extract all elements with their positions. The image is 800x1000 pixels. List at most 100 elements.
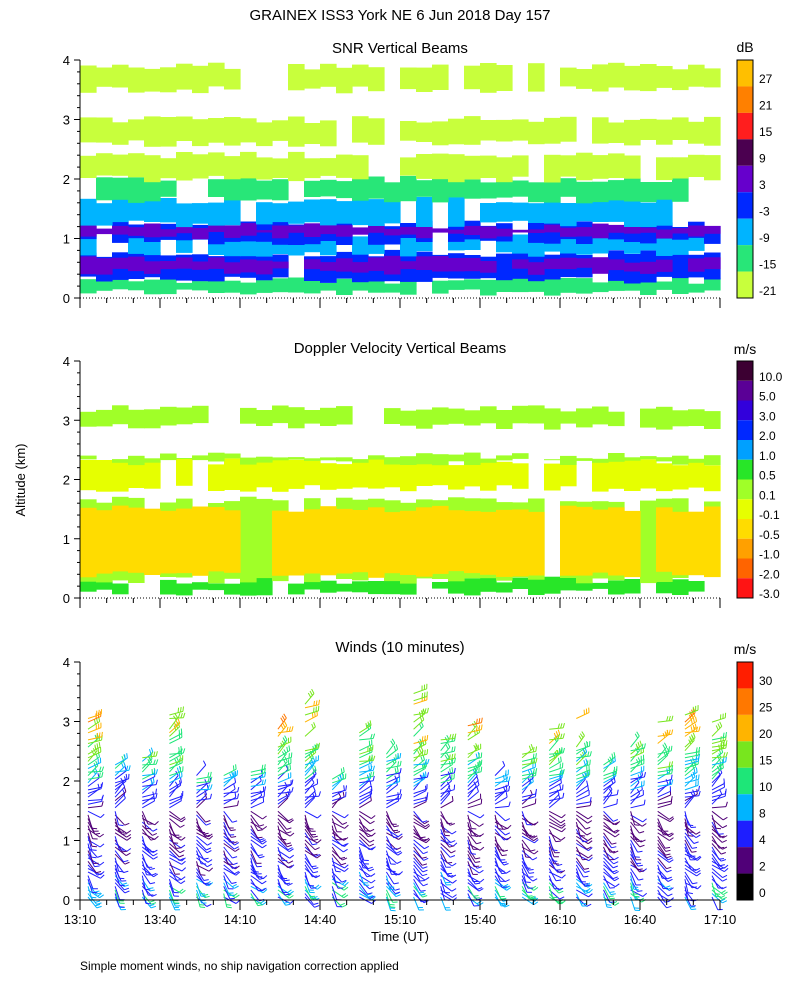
wind-barb bbox=[440, 846, 451, 858]
wind-barb-feather bbox=[447, 862, 453, 864]
wind-barb-feather bbox=[609, 897, 615, 900]
wind-barb-feather bbox=[155, 788, 157, 794]
wind-barb bbox=[250, 857, 255, 872]
heatmap-cell bbox=[208, 507, 225, 572]
heatmap-cell bbox=[336, 508, 353, 574]
wind-barb bbox=[657, 871, 669, 882]
heatmap-cell bbox=[272, 457, 289, 461]
wind-barb-feather bbox=[308, 828, 314, 830]
wind-barb-feather bbox=[589, 796, 592, 803]
wind-barb-feather bbox=[287, 847, 293, 851]
wind-barb bbox=[304, 835, 318, 844]
heatmap-cell bbox=[320, 282, 337, 291]
wind-barb-feather bbox=[180, 728, 183, 734]
wind-barb bbox=[494, 857, 500, 872]
wind-barb-feather bbox=[98, 742, 101, 748]
wind-barb-feather bbox=[95, 892, 102, 895]
wind-barb bbox=[575, 860, 586, 873]
wind-barb-feather bbox=[501, 861, 507, 864]
wind-barb-feather bbox=[557, 729, 561, 735]
wind-barb-feather bbox=[288, 726, 291, 732]
heatmap-cell bbox=[240, 175, 257, 201]
wind-barb-feather bbox=[584, 742, 587, 748]
heatmap-cell bbox=[416, 154, 433, 179]
wind-barb-feather bbox=[693, 768, 696, 774]
wind-barb-feather bbox=[533, 837, 538, 842]
colorbar-swatch bbox=[737, 558, 753, 579]
heatmap-cell bbox=[256, 577, 273, 596]
heatmap-cell bbox=[224, 178, 241, 201]
wind-barb-feather bbox=[532, 835, 538, 839]
wind-barb-feather bbox=[474, 764, 478, 770]
wind-barb-feather bbox=[341, 862, 347, 866]
wind-barb-feather bbox=[155, 751, 158, 757]
wind-barb bbox=[358, 854, 364, 868]
wind-barb-feather bbox=[257, 829, 263, 832]
heatmap-cell bbox=[544, 408, 561, 430]
heatmap-cell bbox=[320, 506, 337, 576]
heatmap-cell bbox=[432, 121, 449, 146]
wind-barb-feather bbox=[395, 873, 401, 876]
heatmap-cell bbox=[592, 458, 609, 463]
heatmap-cell bbox=[528, 262, 545, 275]
wind-barb-feather bbox=[173, 722, 177, 727]
wind-barb bbox=[358, 882, 368, 895]
wind-barb bbox=[494, 814, 499, 829]
wind-barb bbox=[114, 843, 127, 852]
wind-barb-feather bbox=[96, 732, 98, 739]
wind-barb-feather bbox=[237, 786, 240, 793]
wind-barb bbox=[142, 868, 154, 878]
heatmap-cell bbox=[480, 155, 497, 178]
wind-barb-feather bbox=[99, 843, 105, 848]
wind-barb bbox=[331, 825, 336, 840]
wind-barb bbox=[87, 805, 102, 809]
heatmap-cell bbox=[400, 235, 417, 257]
wind-barb-feather bbox=[123, 860, 129, 863]
colorbar-swatch bbox=[737, 820, 753, 848]
wind-barb-feather bbox=[636, 788, 641, 794]
wind-barb-feather bbox=[698, 790, 701, 796]
wind-barb-feather bbox=[179, 849, 185, 854]
wind-barb-feather bbox=[179, 858, 185, 861]
heatmap-cell bbox=[512, 405, 529, 424]
wind-barb-feather bbox=[588, 857, 593, 862]
heatmap-cell bbox=[112, 583, 129, 595]
heatmap-cell bbox=[592, 406, 609, 425]
wind-barb-feather bbox=[587, 751, 590, 757]
wind-barb-feather bbox=[421, 750, 424, 756]
wind-barb-feather bbox=[145, 888, 151, 891]
wind-barb bbox=[223, 871, 233, 884]
wind-barb bbox=[548, 846, 553, 861]
heatmap-cell bbox=[384, 460, 401, 488]
wind-barb-feather bbox=[583, 867, 590, 870]
heatmap-cell bbox=[352, 459, 369, 463]
heatmap-cell bbox=[496, 228, 513, 237]
colorbar-label: 15 bbox=[759, 754, 773, 768]
wind-barb bbox=[440, 780, 452, 791]
wind-barb bbox=[168, 879, 175, 893]
winds-panel-title: Winds (10 minutes) bbox=[335, 639, 464, 656]
wind-barb-feather bbox=[232, 765, 235, 771]
wind-barb-feather bbox=[424, 876, 430, 881]
heatmap-cell bbox=[160, 579, 177, 595]
wind-barb-feather bbox=[180, 816, 186, 821]
wind-barb-feather bbox=[586, 887, 591, 892]
heatmap-cell bbox=[512, 577, 529, 589]
heatmap-cell bbox=[512, 509, 529, 577]
wind-barb-feather bbox=[207, 859, 213, 863]
wind-barb-feather bbox=[666, 855, 672, 859]
wind-barb-feather bbox=[179, 854, 184, 858]
wind-barb-feather bbox=[286, 827, 292, 830]
wind-barb-feather bbox=[419, 738, 423, 744]
wind-barb bbox=[684, 821, 689, 836]
wind-barb-feather bbox=[420, 756, 423, 762]
colorbar-swatch bbox=[737, 218, 753, 246]
wind-barb bbox=[413, 846, 423, 859]
wind-barb-feather bbox=[614, 829, 620, 834]
wind-barb bbox=[114, 791, 127, 801]
wind-barb-feather bbox=[531, 822, 537, 826]
wind-barb-feather bbox=[535, 768, 538, 774]
wind-barb-feather bbox=[670, 796, 673, 802]
wind-barb-feather bbox=[343, 785, 345, 791]
heatmap-cell bbox=[640, 118, 657, 140]
